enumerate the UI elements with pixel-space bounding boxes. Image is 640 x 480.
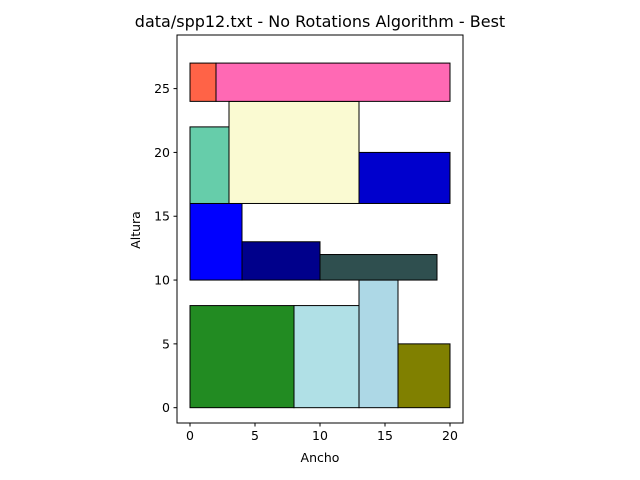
packed-rectangle-3 [358, 279, 399, 409]
packed-rectangle-2 [293, 305, 360, 409]
x-tick-label: 0 [186, 428, 194, 443]
packed-rectangle-1 [189, 305, 295, 409]
y-tick-label: 15 [154, 209, 170, 224]
plot-marks [189, 62, 451, 409]
packed-rectangle-11 [189, 62, 217, 102]
packed-rectangle-4 [397, 343, 451, 409]
y-tick-label: 10 [154, 273, 170, 288]
packed-rectangle-9 [228, 100, 360, 204]
y-tick-label: 25 [154, 81, 170, 96]
x-tick-label: 20 [442, 428, 458, 443]
x-tick-label: 10 [312, 428, 328, 443]
y-tick-label: 0 [162, 400, 170, 415]
packed-rectangle-8 [189, 126, 230, 204]
packed-rectangle-12 [215, 62, 451, 102]
x-axis-label: Ancho [301, 450, 340, 465]
packed-rectangle-6 [241, 241, 321, 281]
packed-rectangle-10 [358, 151, 451, 204]
y-tick-label: 5 [162, 336, 170, 351]
packed-rectangle-7 [319, 254, 438, 281]
x-tick-label: 5 [251, 428, 259, 443]
y-tick-label: 20 [154, 145, 170, 160]
axes: 0 5 10 15 20 0 5 10 15 20 25 [154, 34, 464, 443]
chart-title: data/spp12.txt - No Rotations Algorithm … [135, 12, 505, 31]
x-tick-label: 15 [377, 428, 393, 443]
y-axis-label: Altura [128, 211, 143, 249]
packed-rectangle-5 [189, 202, 243, 281]
